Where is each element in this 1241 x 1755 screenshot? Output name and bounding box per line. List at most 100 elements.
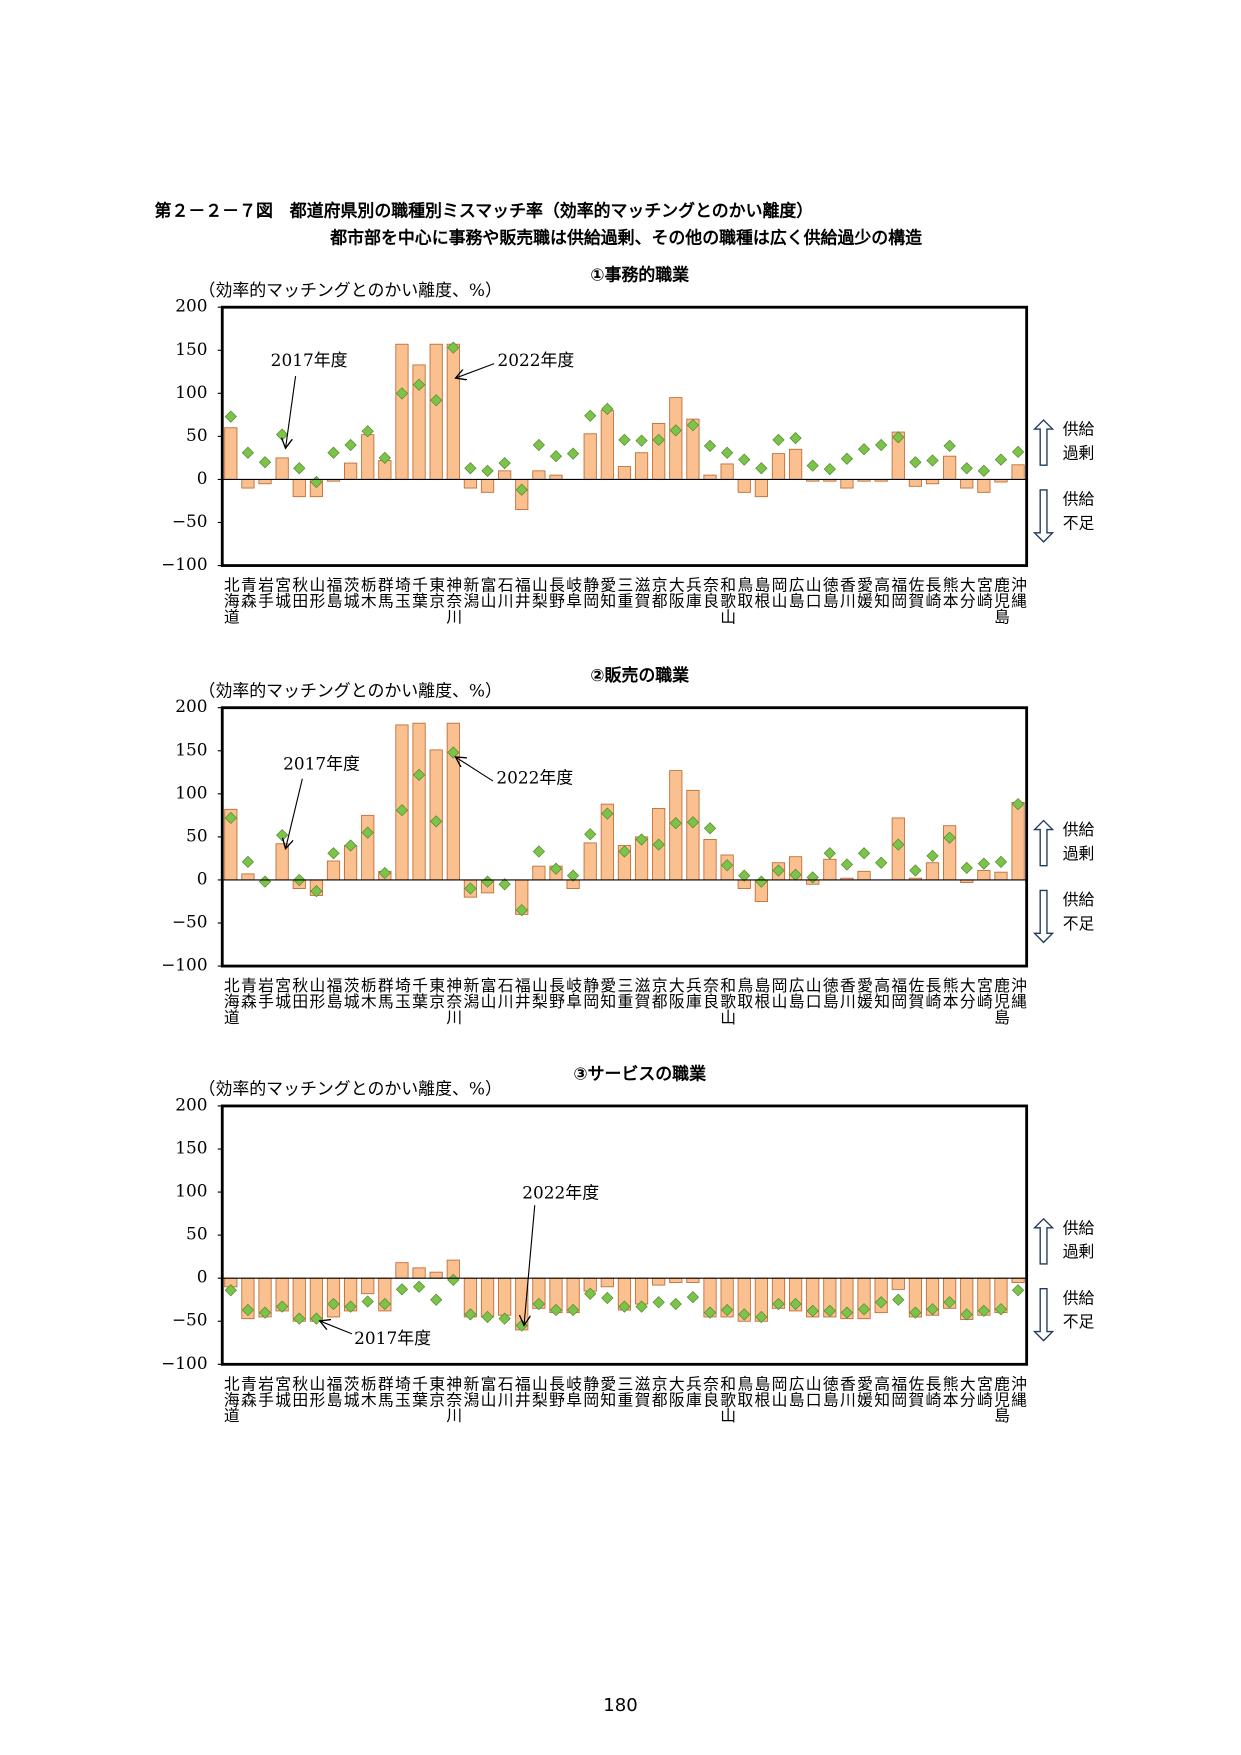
x-tick-label: 青森: [238, 1375, 257, 1407]
diamond-marker: [584, 828, 597, 841]
side-label: 過剰: [1063, 844, 1095, 863]
x-tick-label: 山形: [307, 977, 326, 1009]
x-tick-label: 和歌山: [718, 977, 737, 1025]
diamond-marker: [635, 1300, 648, 1313]
figure-subtitle: 都市部を中心に事務や販売職は供給過剰、その他の職種は広く供給過少の構造: [329, 227, 923, 247]
bar: [634, 452, 649, 480]
bar: [498, 470, 512, 480]
diamond-marker: [258, 456, 272, 469]
x-tick-label: 岡山: [769, 577, 788, 609]
diamond-marker: [772, 433, 785, 446]
x-tick-label: 静岡: [581, 577, 600, 610]
shortage-arrow: [1032, 889, 1055, 944]
x-tick-label: 高知: [872, 977, 891, 1009]
diamond-marker: [327, 847, 340, 860]
x-tick-label: 島根: [752, 977, 771, 1009]
x-tick-label: 宮城: [273, 1375, 292, 1408]
diamond-marker: [977, 857, 990, 870]
diamond-marker: [430, 1293, 443, 1306]
series-annotation: 2022年度: [496, 767, 573, 787]
y-tick-label: 150: [175, 739, 207, 759]
diamond-marker: [224, 811, 237, 825]
bar: [343, 462, 358, 480]
diamond-marker: [412, 768, 426, 782]
x-tick-label: 新潟: [461, 977, 480, 1009]
diamond-marker: [721, 859, 734, 872]
y-tick-label: 200: [175, 296, 207, 316]
x-tick-label: 岡山: [769, 1376, 788, 1408]
chart-title: ①事務的職業: [590, 265, 689, 285]
diamond-marker: [806, 459, 819, 472]
diamond-marker: [857, 847, 871, 860]
x-tick-label: 東京: [427, 1375, 446, 1408]
bar: [686, 789, 700, 881]
x-tick-label: 岩手: [256, 977, 275, 1010]
bar: [669, 397, 683, 480]
bar: [925, 862, 940, 881]
x-tick-label: 滋賀: [632, 1375, 651, 1407]
annotation-arrow: [286, 778, 303, 849]
x-tick-label: 長野: [546, 577, 565, 609]
y-axis-label: （効率的マッチングとのかい離度、%）: [199, 680, 502, 700]
x-tick-label: 埼玉: [392, 577, 411, 609]
bar: [395, 343, 409, 480]
bar: [292, 478, 306, 498]
x-tick-label: 兵庫: [683, 577, 702, 609]
series-annotation: 2017年度: [354, 1328, 431, 1348]
x-tick-label: 岡山: [769, 977, 788, 1009]
diamond-marker: [395, 804, 409, 817]
y-tick-label: 50: [186, 825, 208, 845]
diamond-marker: [481, 1310, 494, 1324]
diamond-marker: [960, 462, 973, 475]
x-tick-label: 鳥取: [735, 1375, 754, 1407]
x-tick-label: 奈良: [701, 1375, 720, 1407]
diamond-marker: [258, 1306, 272, 1319]
bar: [977, 478, 991, 493]
diamond-marker: [515, 903, 528, 917]
diamond-marker: [566, 447, 580, 460]
plot-frame: [220, 1104, 1029, 1366]
bar: [412, 722, 426, 881]
x-tick-label: 愛知: [598, 577, 617, 609]
bar: [429, 1271, 443, 1279]
diamond-marker: [549, 1303, 563, 1317]
bar: [532, 865, 546, 881]
diamond-marker: [601, 807, 614, 820]
x-tick-label: 徳島: [820, 1375, 839, 1407]
diamond-marker: [241, 855, 255, 868]
diamond-marker: [926, 849, 939, 862]
y-tick-label: −50: [172, 511, 208, 531]
x-tick-label: 岐阜: [564, 977, 583, 1009]
x-tick-label: 秋田: [290, 977, 309, 1009]
diamond-marker: [498, 1312, 511, 1325]
bar: [480, 478, 495, 493]
x-tick-label: 香川: [837, 577, 856, 609]
diamond-marker: [464, 1308, 477, 1321]
diamond-marker: [755, 462, 768, 475]
diamond-marker: [618, 1300, 631, 1313]
x-tick-label: 鹿児島: [991, 577, 1010, 625]
x-tick-label: 山口: [803, 577, 822, 609]
y-tick-label: 0: [197, 868, 208, 888]
side-label: 過剰: [1063, 443, 1095, 462]
diamond-marker: [464, 462, 477, 475]
x-tick-label: 石川: [495, 1376, 514, 1408]
diamond-marker: [532, 845, 545, 858]
diamond-marker: [481, 464, 494, 477]
x-tick-label: 新潟: [461, 1375, 480, 1407]
x-tick-label: 愛知: [598, 1375, 617, 1407]
bar: [994, 871, 1008, 881]
x-tick-label: 青森: [238, 577, 257, 609]
bar: [532, 470, 546, 480]
diamond-marker: [549, 450, 563, 463]
bar: [361, 434, 375, 480]
diamond-marker: [669, 424, 682, 437]
x-tick-label: 栃木: [358, 1375, 377, 1407]
x-tick-label: 広島: [786, 577, 805, 609]
diamond-marker: [378, 1297, 391, 1311]
x-tick-label: 佐賀: [906, 1375, 925, 1407]
figure-title: 第２－２－７図 都道府県別の職種別ミスマッチ率（効率的マッチングとのかい離度）: [155, 200, 814, 220]
diamond-marker: [755, 1310, 768, 1324]
side-label: 不足: [1063, 1312, 1095, 1331]
